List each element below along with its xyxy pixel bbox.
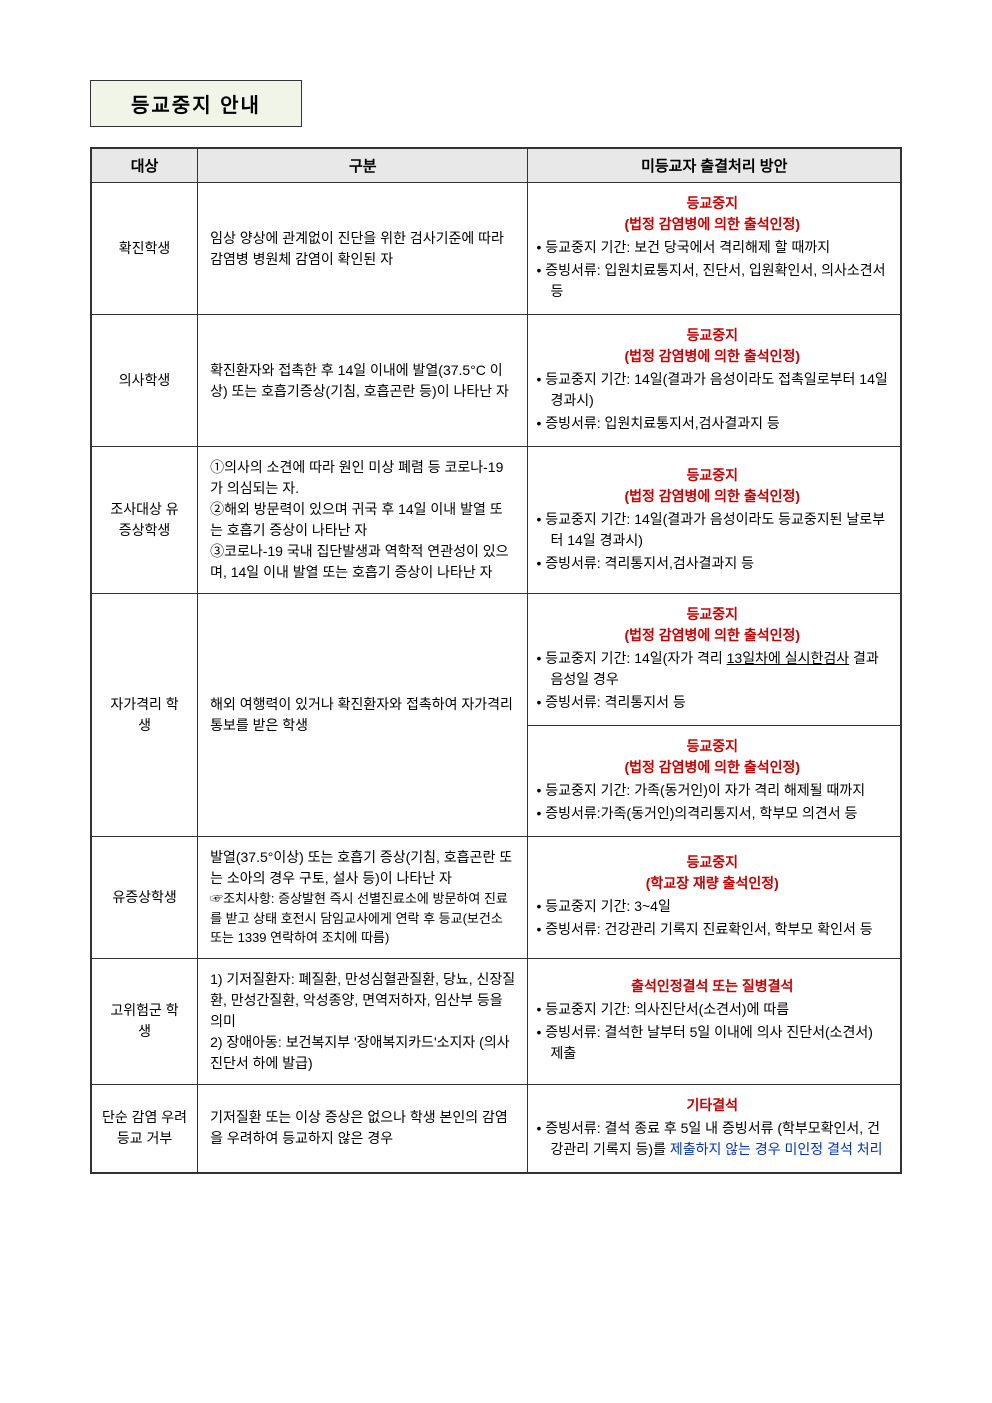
table-row: 의사학생 확진환자와 접촉한 후 14일 이내에 발열(37.5°C 이상) 또… (91, 315, 901, 447)
target-cell: 확진학생 (91, 183, 198, 315)
table-row: 유증상학생 발열(37.5°이상) 또는 호흡기 증상(기침, 호흡곤란 또는 … (91, 837, 901, 959)
action-heading: 등교중지 (536, 325, 888, 346)
action-subheading: (법정 감염병에 의한 출석인정) (536, 214, 888, 235)
table-row: 고위험군 학생 1) 기저질환자: 폐질환, 만성심혈관질환, 당뇨, 신장질환… (91, 958, 901, 1084)
desc-cell: 1) 기저질환자: 폐질환, 만성심혈관질환, 당뇨, 신장질환, 만성간질환,… (198, 958, 528, 1084)
bullet-text: • 등교중지 기간: 14일(자가 격리 (536, 650, 726, 666)
header-action: 미등교자 출결처리 방안 (528, 148, 901, 183)
desc-cell: 해외 여행력이 있거나 확진환자와 접촉하여 자가격리 통보를 받은 학생 (198, 594, 528, 837)
target-cell: 유증상학생 (91, 837, 198, 959)
action-cell: 기타결석 • 증빙서류: 결석 종료 후 5일 내 증빙서류 (학부모확인서, … (528, 1084, 901, 1173)
action-bullet: • 등교중지 기간: 3~4일 (536, 896, 888, 917)
action-bullet: • 증빙서류: 격리통지서,검사결과지 등 (536, 553, 888, 574)
table-row: 확진학생 임상 양상에 관계없이 진단을 위한 검사기준에 따라 감염병 병원체… (91, 183, 901, 315)
desc-line: 1) 기저질환자: 폐질환, 만성심혈관질환, 당뇨, 신장질환, 만성간질환,… (210, 969, 515, 1032)
desc-line: 발열(37.5°이상) 또는 호흡기 증상(기침, 호흡곤란 또는 소아의 경우… (210, 847, 515, 889)
action-heading: 기타결석 (536, 1095, 888, 1116)
target-cell: 자가격리 학생 (91, 594, 198, 837)
action-bullet: • 증빙서류: 입원치료통지서,검사결과지 등 (536, 413, 888, 434)
action-cell: 등교중지 (법정 감염병에 의한 출석인정) • 등교중지 기간: 14일(자가… (528, 594, 901, 726)
title-box: 등교중지 안내 (90, 80, 302, 127)
action-heading: 등교중지 (536, 465, 888, 486)
action-bullet: • 증빙서류: 건강관리 기록지 진료확인서, 학부모 확인서 등 (536, 919, 888, 940)
action-bullet: • 등교중지 기간: 14일(결과가 음성이라도 등교중지된 날로부터 14일 … (536, 509, 888, 551)
header-category: 구분 (198, 148, 528, 183)
table-row: 단순 감염 우려 등교 거부 기저질환 또는 이상 증상은 없으나 학생 본인의… (91, 1084, 901, 1173)
target-cell: 의사학생 (91, 315, 198, 447)
action-heading: 등교중지 (536, 193, 888, 214)
action-bullet: • 증빙서류: 결석한 날부터 5일 이내에 의사 진단서(소견서) 제출 (536, 1022, 888, 1064)
action-subheading: (학교장 재량 출석인정) (536, 873, 888, 894)
action-cell: 등교중지 (법정 감염병에 의한 출석인정) • 등교중지 기간: 14일(결과… (528, 447, 901, 594)
action-cell: 출석인정결석 또는 질병결석 • 등교중지 기간: 의사진단서(소견서)에 따름… (528, 958, 901, 1084)
action-heading: 등교중지 (536, 736, 888, 757)
bullet-blue: 제출하지 않는 경우 미인정 결석 처리 (670, 1141, 883, 1157)
action-subheading: (법정 감염병에 의한 출석인정) (536, 625, 888, 646)
action-heading: 등교중지 (536, 604, 888, 625)
desc-cell: 발열(37.5°이상) 또는 호흡기 증상(기침, 호흡곤란 또는 소아의 경우… (198, 837, 528, 959)
action-cell: 등교중지 (법정 감염병에 의한 출석인정) • 등교중지 기간: 가족(동거인… (528, 726, 901, 837)
action-heading: 등교중지 (536, 852, 888, 873)
action-bullet: • 등교중지 기간: 14일(결과가 음성이라도 접촉일로부터 14일 경과시) (536, 369, 888, 411)
action-bullet: • 증빙서류: 격리통지서 등 (536, 692, 888, 713)
action-heading: 출석인정결석 또는 질병결석 (536, 976, 888, 997)
action-bullet: • 등교중지 기간: 가족(동거인)이 자가 격리 해제될 때까지 (536, 780, 888, 801)
action-cell: 등교중지 (법정 감염병에 의한 출석인정) • 등교중지 기간: 보건 당국에… (528, 183, 901, 315)
desc-cell: ①의사의 소견에 따라 원인 미상 폐렴 등 코로나-19가 의심되는 자. ②… (198, 447, 528, 594)
guidance-table: 대상 구분 미등교자 출결처리 방안 확진학생 임상 양상에 관계없이 진단을 … (90, 147, 902, 1174)
target-cell: 단순 감염 우려 등교 거부 (91, 1084, 198, 1173)
table-row: 자가격리 학생 해외 여행력이 있거나 확진환자와 접촉하여 자가격리 통보를 … (91, 594, 901, 726)
action-subheading: (법정 감염병에 의한 출석인정) (536, 486, 888, 507)
action-bullet: • 증빙서류: 입원치료통지서, 진단서, 입원확인서, 의사소견서 등 (536, 260, 888, 302)
page-title: 등교중지 안내 (131, 95, 261, 117)
action-cell: 등교중지 (학교장 재량 출석인정) • 등교중지 기간: 3~4일 • 증빙서… (528, 837, 901, 959)
desc-line: ①의사의 소견에 따라 원인 미상 폐렴 등 코로나-19가 의심되는 자. (210, 457, 515, 499)
desc-note: ☞조치사항: 증상발현 즉시 선별진료소에 방문하여 진료를 받고 상태 호전시… (210, 889, 515, 948)
table-row: 조사대상 유증상학생 ①의사의 소견에 따라 원인 미상 폐렴 등 코로나-19… (91, 447, 901, 594)
action-bullet: • 등교중지 기간: 의사진단서(소견서)에 따름 (536, 999, 888, 1020)
desc-cell: 임상 양상에 관계없이 진단을 위한 검사기준에 따라 감염병 병원체 감염이 … (198, 183, 528, 315)
action-bullet: • 증빙서류: 결석 종료 후 5일 내 증빙서류 (학부모확인서, 건강관리 … (536, 1118, 888, 1160)
target-cell: 조사대상 유증상학생 (91, 447, 198, 594)
desc-line: 2) 장애아동: 보건복지부 '장애복지카드'소지자 (의사진단서 하에 발급) (210, 1032, 515, 1074)
action-bullet: • 등교중지 기간: 14일(자가 격리 13일차에 실시한검사 결과 음성일 … (536, 648, 888, 690)
desc-line: ③코로나-19 국내 집단발생과 역학적 연관성이 있으며, 14일 이내 발열… (210, 541, 515, 583)
action-bullet: • 등교중지 기간: 보건 당국에서 격리해제 할 때까지 (536, 237, 888, 258)
header-target: 대상 (91, 148, 198, 183)
target-cell: 고위험군 학생 (91, 958, 198, 1084)
desc-cell: 확진환자와 접촉한 후 14일 이내에 발열(37.5°C 이상) 또는 호흡기… (198, 315, 528, 447)
action-subheading: (법정 감염병에 의한 출석인정) (536, 757, 888, 778)
bullet-underline: 13일차에 실시한검사 (727, 650, 850, 666)
action-bullet: • 증빙서류:가족(동거인)의격리통지서, 학부모 의견서 등 (536, 803, 888, 824)
desc-cell: 기저질환 또는 이상 증상은 없으나 학생 본인의 감염을 우려하여 등교하지 … (198, 1084, 528, 1173)
desc-line: ②해외 방문력이 있으며 귀국 후 14일 이내 발열 또는 호흡기 증상이 나… (210, 499, 515, 541)
action-cell: 등교중지 (법정 감염병에 의한 출석인정) • 등교중지 기간: 14일(결과… (528, 315, 901, 447)
action-subheading: (법정 감염병에 의한 출석인정) (536, 346, 888, 367)
